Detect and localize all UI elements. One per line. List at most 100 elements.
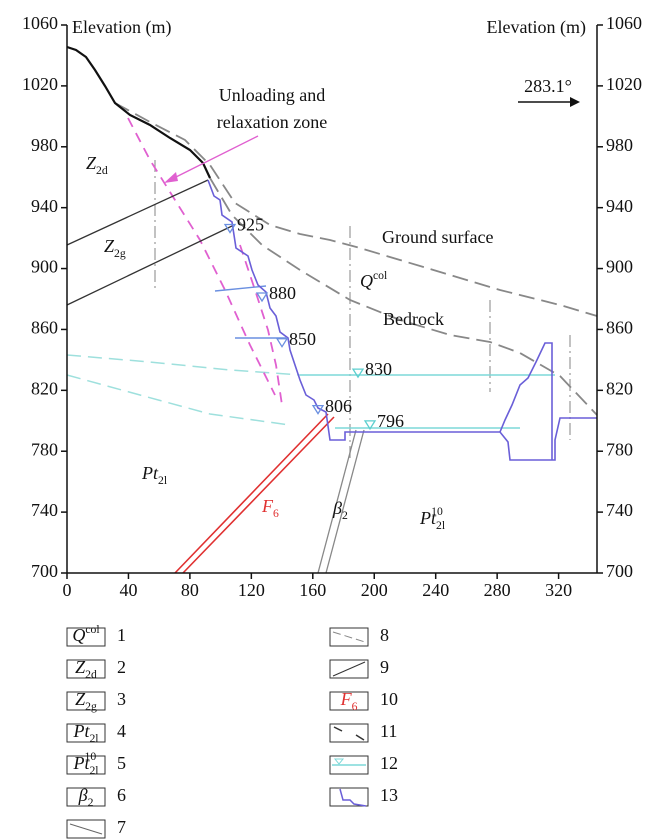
legend-number: 4 [117, 721, 126, 741]
unit-sub: 6 [352, 700, 358, 713]
unit-sub: 2d [96, 164, 108, 177]
unit-base: Q [360, 271, 373, 291]
water-level-line [214, 285, 267, 292]
water-level-marker [363, 420, 377, 431]
unit-base: Pt [141, 463, 159, 483]
legend-number: 12 [380, 753, 398, 773]
unit-label: β2 [332, 498, 348, 522]
unit-base: F [261, 496, 274, 516]
legend-box [329, 755, 369, 775]
ground-surface-label: Ground surface [382, 227, 493, 247]
unit-label: Pt2l10 [72, 750, 99, 777]
dyke-b2 [325, 429, 365, 574]
legend-box [66, 755, 106, 775]
legend-number: 8 [380, 625, 389, 645]
legend-box [66, 819, 106, 839]
water-level-label: 850 [289, 329, 316, 349]
unit-sub: 2l [89, 732, 99, 745]
pointer-arrow-head [164, 172, 178, 183]
x-tick-label: 160 [299, 580, 326, 600]
legend-box [66, 787, 106, 807]
y-tick-label: 1020 [22, 74, 58, 94]
x-tick-label: 240 [422, 580, 449, 600]
bedrock-line [209, 177, 598, 416]
y-tick-label: 860 [31, 318, 58, 338]
y-tick-label: 940 [31, 196, 58, 216]
unit-label: β2 [78, 785, 94, 809]
x-tick-label: 80 [181, 580, 199, 600]
legend-symbols [66, 627, 369, 839]
y-tick-label: 1020 [606, 74, 642, 94]
legend-number: 10 [380, 689, 398, 709]
legend-symbol [339, 788, 367, 807]
unit-label: F6 [340, 689, 358, 713]
unit-base: Pt [419, 508, 437, 528]
water-level-marker [223, 223, 237, 234]
legend-symbol [355, 734, 365, 741]
section-lines [66, 45, 598, 574]
legend-box [329, 723, 369, 743]
unit-base: Pt [72, 753, 90, 773]
unit-base: Z [75, 657, 86, 677]
zone-label: relaxation zone [217, 112, 327, 132]
y-tick-label: 700 [606, 561, 633, 581]
legend-symbol [333, 758, 345, 765]
y-axis-label: Elevation (m) [72, 17, 171, 38]
y-tick-label: 780 [606, 439, 633, 459]
unit-label: Z2g [75, 689, 97, 713]
legend-number: 6 [117, 785, 126, 805]
unit-sup: col [85, 623, 100, 636]
water-level-label: 830 [365, 359, 392, 379]
unit-label: Z2d [75, 657, 97, 681]
y-tick-label: 740 [31, 500, 58, 520]
fault-f6 [182, 416, 335, 574]
legend-symbol [69, 823, 103, 835]
water-level-label: 925 [237, 215, 264, 235]
direction-arrow-head [570, 97, 580, 107]
unit-base: β [332, 498, 342, 518]
legend-number: 2 [117, 657, 126, 677]
water-table-curve [66, 354, 301, 376]
unit-label: Pt2l [141, 463, 168, 487]
water-level-label: 880 [269, 283, 296, 303]
legend-number: 9 [380, 657, 389, 677]
water-table-curve [66, 374, 291, 426]
water-level-label: 806 [325, 396, 352, 416]
legend-number: 3 [117, 689, 126, 709]
legend-number: 11 [380, 721, 397, 741]
y-tick-label: 700 [31, 561, 58, 581]
legend-symbol [333, 726, 343, 732]
unit-sup: 10 [85, 750, 97, 763]
unit-sup: 10 [431, 505, 443, 518]
unit-base: Z [86, 153, 97, 173]
dyke-b2 [317, 429, 357, 574]
terrain-line [66, 45, 211, 179]
unit-sub: 2 [342, 509, 348, 522]
y-tick-label: 740 [606, 500, 633, 520]
x-tick-label: 280 [484, 580, 511, 600]
legend-box [329, 659, 369, 679]
y-axis-label: Elevation (m) [487, 17, 586, 38]
legend-box [66, 627, 106, 647]
unit-sub: 2 [88, 796, 94, 809]
unit-sup: col [373, 269, 388, 282]
y-tick-label: 980 [606, 135, 633, 155]
legend-number: 1 [117, 625, 126, 645]
relaxation-boundary [239, 244, 283, 406]
x-tick-label: 200 [361, 580, 388, 600]
direction-label: 283.1° [524, 76, 572, 96]
legend-box [329, 691, 369, 711]
unit-sub: 6 [273, 507, 279, 520]
stratum-boundary [66, 179, 209, 246]
bedrock-label: Bedrock [383, 309, 444, 329]
y-tick-label: 820 [31, 378, 58, 398]
unit-label: Qcol [72, 623, 100, 645]
unit-base: Z [104, 236, 115, 256]
legend-number: 7 [117, 817, 126, 837]
unit-label: Z2d [86, 153, 108, 177]
unit-base: Q [72, 625, 85, 645]
excavation-profile [207, 179, 597, 461]
unit-sub: 2l [436, 519, 446, 532]
unit-sub: 2g [114, 247, 126, 260]
y-tick-label: 860 [606, 318, 633, 338]
